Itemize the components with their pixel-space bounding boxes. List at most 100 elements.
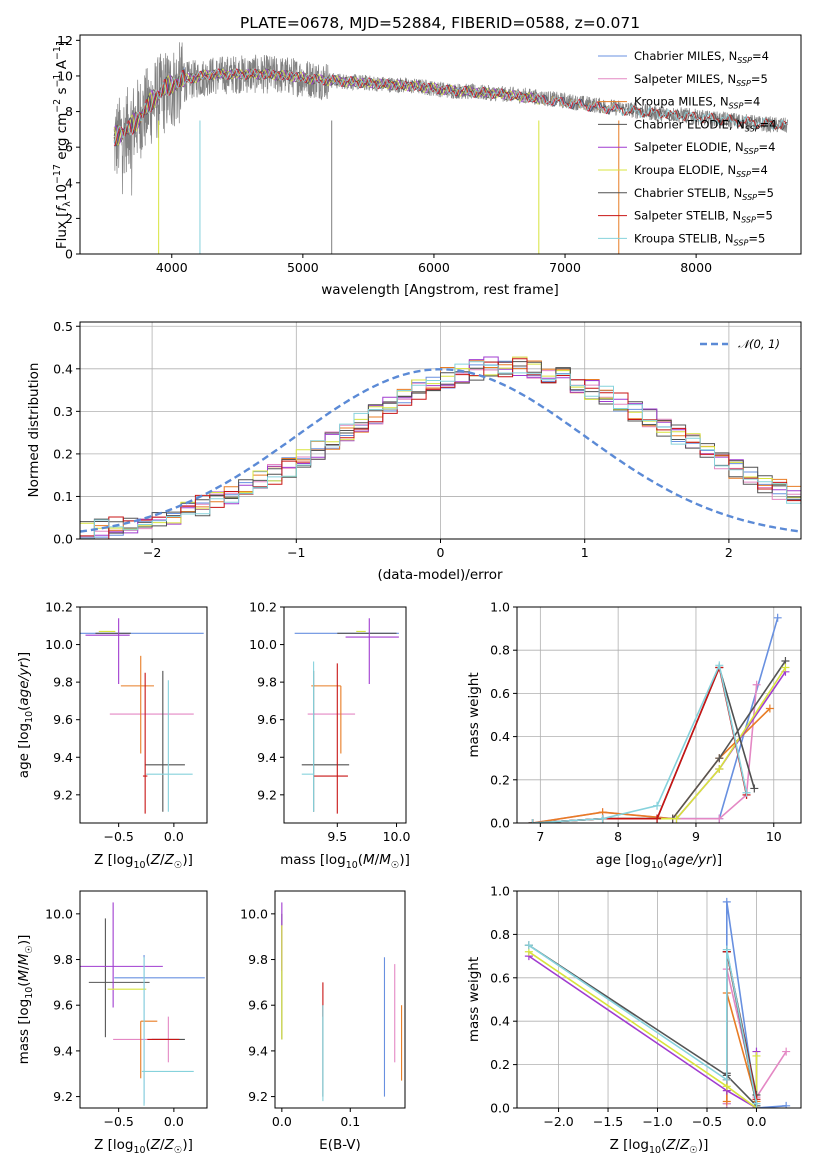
weight-marker: [752, 1099, 761, 1108]
x-tick-label: 10.0: [383, 829, 411, 844]
weight-series: [524, 941, 761, 1108]
weight-line: [532, 660, 787, 823]
axes-frame: [79, 890, 208, 1109]
y-tick-label: 9.4: [53, 750, 73, 765]
x-tick-label: 7: [536, 829, 544, 844]
x-tick-label: 5000: [287, 260, 319, 275]
weight-marker: [781, 663, 790, 672]
y-tick-label: 0.4: [53, 361, 73, 376]
x-tick-label: 4000: [156, 260, 188, 275]
weight-marker: [653, 814, 662, 823]
weight-marker: [715, 814, 724, 823]
y-tick-label: 0.0: [53, 532, 73, 547]
y-tick-label: 0.3: [53, 404, 73, 419]
x-tick-label: 6000: [418, 260, 450, 275]
y-tick-label: 0.2: [490, 772, 510, 787]
y-tick-label: 0: [65, 247, 73, 262]
x-tick-label: 8: [614, 829, 622, 844]
legend-label: Salpeter MILES, NSSP=5: [634, 72, 768, 88]
panel-mass-vs-EBV: 0.0 0.1 9.2 9.4 9.6 9.8 10.0: [240, 890, 406, 1129]
weight-marker: [782, 1047, 791, 1056]
y-tick-label: 10.2: [249, 600, 277, 615]
legend-label: Chabrier ELODIE, NSSP=4: [634, 117, 777, 133]
panel-residuals: −2 −1 0 1 2 0.0 0.1 0.2 0.3 0.4 0.5 𝒩(0, 1): [53, 319, 802, 560]
y-tick-label: 10.0: [249, 637, 277, 652]
x-axis-label: Z [log10(Z/Z☉)]: [94, 852, 193, 871]
y-tick-label: 9.8: [53, 675, 73, 690]
y-tick-label: 0.4: [490, 1014, 510, 1029]
weight-marker: [715, 661, 724, 670]
weight-marker: [722, 1097, 731, 1106]
y-tick-label: 0.2: [53, 446, 73, 461]
weight-marker: [672, 814, 681, 823]
axes-frame: [516, 606, 802, 824]
x-tick-label: 0.0: [164, 829, 184, 844]
y-tick-label: 1.0: [490, 884, 510, 899]
plot-area-age-vs-mass: [294, 618, 399, 814]
panel-spectrum: 4000 5000 6000 7000 8000 0 2 4 6 8 10 12 Chabrier MI…: [57, 33, 802, 275]
error-bar-point: [80, 902, 163, 1008]
weight-marker: [653, 801, 662, 810]
y-tick-label: 1.0: [490, 600, 510, 615]
x-tick-label: 2: [725, 545, 733, 560]
y-tick-label: 0.0: [490, 1101, 510, 1116]
legend-label: 𝒩(0, 1): [738, 337, 780, 351]
error-bar-point: [142, 672, 148, 814]
weight-marker: [715, 765, 724, 773]
x-tick-label: 1: [581, 545, 589, 560]
weight-marker: [765, 704, 774, 713]
weight-marker: [722, 897, 731, 906]
y-axis-label: mass weight: [466, 672, 482, 757]
plot-area-residuals: [80, 356, 801, 539]
panel-age-vs-mass: 9.5 10.0 9.2 9.4 9.6 9.8 10.0 10.2: [249, 600, 410, 845]
weight-marker: [598, 814, 607, 823]
x-tick-label: 9: [692, 829, 700, 844]
y-tick-label: 0.6: [490, 970, 510, 985]
weight-marker: [715, 754, 724, 763]
weight-marker: [742, 788, 751, 797]
error-bar-point: [301, 670, 350, 812]
error-bar-point: [114, 954, 205, 1104]
axes-frame: [274, 890, 406, 1109]
x-tick-label: −1.0: [642, 1114, 672, 1129]
y-axis-label: mass [log10(M/M☉)]: [16, 935, 35, 1065]
plot-area-mass-vs-Z: [80, 902, 205, 1106]
panel-age-vs-Z: −0.5 0.0 9.2 9.4 9.6 9.8 10.0 10.2: [45, 600, 208, 844]
x-tick-label: −2.0: [543, 1114, 573, 1129]
weight-marker: [722, 945, 731, 954]
error-bar-point: [145, 670, 185, 812]
error-bar-point: [88, 918, 150, 1038]
axes-frame: [283, 606, 407, 824]
error-bar-point: [311, 685, 342, 754]
y-tick-label: 9.6: [257, 712, 277, 727]
y-tick-label: 0.5: [53, 319, 73, 334]
x-tick-label: 0.0: [747, 1114, 767, 1129]
y-tick-label: 0.4: [490, 729, 510, 744]
weight-line: [532, 617, 779, 823]
y-tick-label: 9.8: [257, 675, 277, 690]
weight-series: [528, 680, 761, 823]
y-tick-label: 9.8: [53, 952, 73, 967]
chart-title: PLATE=0678, MJD=52884, FIBERID=0588, z=0…: [240, 14, 640, 32]
weight-marker: [528, 819, 537, 823]
legend-label: Kroupa STELIB, NSSP=5: [634, 231, 765, 247]
axes-frame: [516, 890, 802, 1109]
axes-frame: [79, 321, 802, 540]
legend-label: Kroupa ELODIE, NSSP=4: [634, 163, 768, 179]
plot-area-mass-vs-EBV: [281, 902, 403, 1102]
x-tick-label: 0: [437, 545, 445, 560]
error-bar-point: [301, 661, 315, 812]
weight-marker: [524, 941, 533, 950]
legend-label: Kroupa MILES, NSSP=4: [634, 95, 760, 111]
y-tick-label: 10: [57, 68, 73, 83]
x-tick-label: 10: [766, 829, 782, 844]
weight-line: [532, 662, 748, 823]
panel-weight-vs-Z: −2.0 −1.5 −1.0 −0.5 0.0 0.0 0.2 0.4 0.6 0.8 1.0: [490, 884, 802, 1129]
weight-marker: [782, 1101, 791, 1108]
weight-line: [528, 951, 758, 1108]
weight-series: [528, 663, 751, 823]
x-tick-label: −1.5: [593, 1114, 623, 1129]
panel-mass-vs-Z: −0.5 0.0 9.2 9.4 9.6 9.8 10.0: [45, 890, 208, 1129]
y-tick-label: 0.0: [490, 816, 510, 831]
